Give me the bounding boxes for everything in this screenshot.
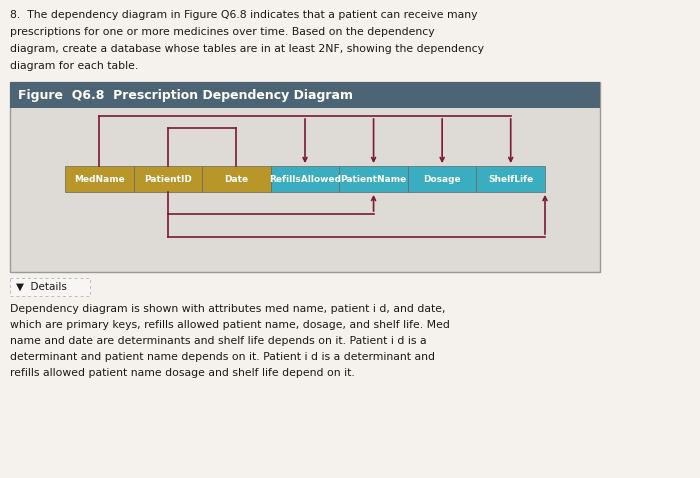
Text: MedName: MedName [74,174,125,184]
Text: diagram for each table.: diagram for each table. [10,61,139,71]
FancyBboxPatch shape [202,166,271,192]
Text: determinant and patient name depends on it. Patient i d is a determinant and: determinant and patient name depends on … [10,352,435,362]
Text: Dependency diagram is shown with attributes med name, patient i d, and date,: Dependency diagram is shown with attribu… [10,304,445,314]
Text: RefillsAllowed: RefillsAllowed [269,174,341,184]
FancyBboxPatch shape [10,82,600,108]
FancyBboxPatch shape [134,166,202,192]
Text: PatientName: PatientName [340,174,407,184]
FancyBboxPatch shape [408,166,477,192]
FancyBboxPatch shape [477,166,545,192]
Text: Figure  Q6.8  Prescription Dependency Diagram: Figure Q6.8 Prescription Dependency Diag… [18,88,353,101]
FancyBboxPatch shape [65,166,134,192]
Text: name and date are determinants and shelf life depends on it. Patient i d is a: name and date are determinants and shelf… [10,336,426,346]
Text: Dosage: Dosage [424,174,461,184]
Text: PatientID: PatientID [144,174,192,184]
FancyBboxPatch shape [271,166,340,192]
Text: ▼  Details: ▼ Details [16,282,67,292]
Text: prescriptions for one or more medicines over time. Based on the dependency: prescriptions for one or more medicines … [10,27,435,37]
Text: Date: Date [225,174,248,184]
Text: which are primary keys, refills allowed patient name, dosage, and shelf life. Me: which are primary keys, refills allowed … [10,320,450,330]
FancyBboxPatch shape [10,82,600,272]
FancyBboxPatch shape [10,278,90,296]
Text: refills allowed patient name dosage and shelf life depend on it.: refills allowed patient name dosage and … [10,368,355,378]
Text: 8.  The dependency diagram in Figure Q6.8 indicates that a patient can receive m: 8. The dependency diagram in Figure Q6.8… [10,10,477,20]
Text: diagram, create a database whose tables are in at least 2NF, showing the depende: diagram, create a database whose tables … [10,44,484,54]
Text: ShelfLife: ShelfLife [488,174,533,184]
FancyBboxPatch shape [340,166,408,192]
